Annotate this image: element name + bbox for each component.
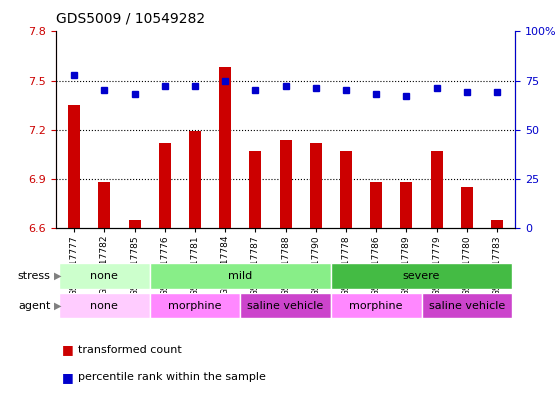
Bar (158, 143, 171, 228)
Bar (249, 151, 262, 228)
Bar (99, 182, 110, 228)
Bar (150, 293, 240, 318)
Bar (150, 263, 331, 289)
Text: saline vehicle: saline vehicle (248, 301, 324, 310)
Bar (68, 105, 80, 228)
Bar (422, 293, 512, 318)
Text: ▶: ▶ (54, 301, 62, 310)
Text: ■: ■ (62, 343, 73, 356)
Text: transformed count: transformed count (78, 345, 182, 355)
Bar (491, 220, 503, 228)
Text: severe: severe (403, 271, 440, 281)
Bar (331, 263, 512, 289)
Bar (219, 68, 231, 228)
Bar (189, 131, 201, 228)
Bar (461, 187, 473, 228)
Text: saline vehicle: saline vehicle (429, 301, 505, 310)
Bar (370, 182, 382, 228)
Bar (279, 140, 292, 228)
Bar (128, 220, 141, 228)
Bar (59, 263, 150, 289)
Text: ■: ■ (62, 371, 73, 384)
Text: stress: stress (17, 271, 50, 281)
Bar (431, 151, 443, 228)
Text: GDS5009 / 10549282: GDS5009 / 10549282 (56, 11, 205, 26)
Bar (240, 293, 331, 318)
Bar (59, 293, 150, 318)
Bar (340, 151, 352, 228)
Text: none: none (90, 271, 118, 281)
Text: ▶: ▶ (54, 271, 62, 281)
Text: morphine: morphine (349, 301, 403, 310)
Text: mild: mild (228, 271, 253, 281)
Text: agent: agent (18, 301, 50, 310)
Text: morphine: morphine (168, 301, 222, 310)
Text: none: none (90, 301, 118, 310)
Text: percentile rank within the sample: percentile rank within the sample (78, 372, 266, 382)
Bar (331, 293, 422, 318)
Bar (310, 143, 322, 228)
Bar (400, 182, 413, 228)
